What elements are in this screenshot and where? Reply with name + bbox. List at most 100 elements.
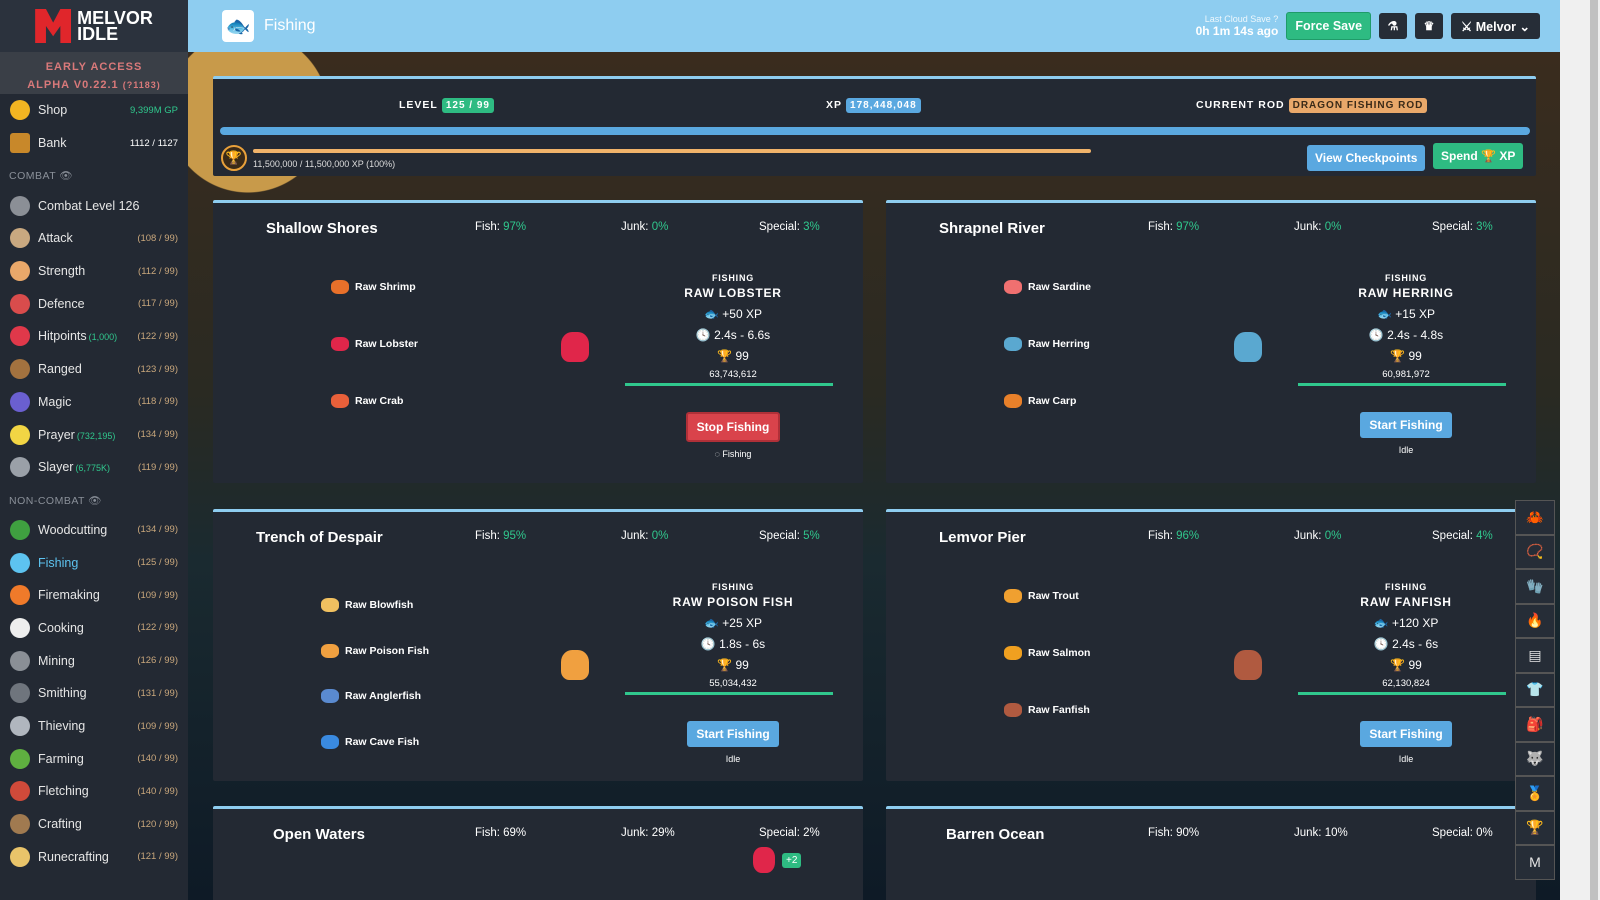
sidebar-item-fletching[interactable]: Fletching (140 / 99) xyxy=(0,775,188,808)
fish-option[interactable]: Raw Salmon xyxy=(1004,646,1090,660)
user-menu-button[interactable]: ⚔ Melvor ⌄ xyxy=(1451,13,1540,39)
fishing-label: FISHING xyxy=(711,582,755,592)
scrollbar-thumb[interactable] xyxy=(1590,0,1598,900)
version-label: ALPHA V0.22.1 xyxy=(27,79,119,91)
fish-option[interactable]: Raw Poison Fish xyxy=(321,643,429,658)
sidebar-item-crafting[interactable]: Crafting (120 / 99) xyxy=(0,808,188,841)
fishing-status: Idle xyxy=(1286,754,1526,764)
view-checkpoints-button[interactable]: View Checkpoints xyxy=(1307,145,1426,171)
trophy-slot-button[interactable]: 🏆 xyxy=(1515,810,1555,845)
amulet-icon: 📿 xyxy=(1526,543,1544,560)
skill-level: (108 / 99) xyxy=(137,232,178,244)
sidebar-item-shop[interactable]: Shop 9,399M GP xyxy=(0,94,188,127)
sidebar-item-strength[interactable]: Strength (112 / 99) xyxy=(0,255,188,288)
noncombat-section-header[interactable]: NON-COMBAT 👁 xyxy=(0,484,188,514)
sidebar-item-defence[interactable]: Defence (117 / 99) xyxy=(0,287,188,320)
level-display: LEVEL 125 / 99 xyxy=(399,98,494,113)
selected-fish-name: RAW POISON FISH xyxy=(672,595,794,609)
fish-option[interactable]: Raw Anglerfish xyxy=(321,689,421,703)
fish-option[interactable]: Raw Carp xyxy=(1004,394,1076,408)
sidebar-item-magic[interactable]: Magic (118 / 99) xyxy=(0,386,188,419)
sidebar-item-combat[interactable]: Combat Level 126 xyxy=(0,189,188,222)
level-progress-bar xyxy=(220,127,1530,135)
area-special-chance: Special: 0% xyxy=(1432,827,1493,839)
armor-slot-button[interactable]: 👕 xyxy=(1515,672,1555,707)
area-junk-chance: Junk: 10% xyxy=(1294,827,1348,839)
gloves-slot-button[interactable]: 🧤 xyxy=(1515,569,1555,604)
logo-text: MELVOR IDLE xyxy=(77,8,153,44)
cape-slot-button[interactable]: 🔥 xyxy=(1515,603,1555,638)
skill-name: Fletching xyxy=(38,784,89,799)
sidebar-item-attack[interactable]: Attack (108 / 99) xyxy=(0,222,188,255)
start-fishing-button[interactable]: Start Fishing xyxy=(1360,412,1452,438)
fish-time: 🕓 2.4s - 4.8s xyxy=(1286,328,1526,342)
sidebar-item-cooking[interactable]: Cooking (122 / 99) xyxy=(0,612,188,645)
help-icon[interactable]: ? xyxy=(1273,14,1279,24)
sidebar-item-slayer[interactable]: Slayer (6,775K) (119 / 99) xyxy=(0,451,188,484)
sidebar-item-ranged[interactable]: Ranged (123 / 99) xyxy=(0,353,188,386)
fish-option[interactable]: Raw Trout xyxy=(1004,589,1079,603)
fish-option[interactable]: Raw Cave Fish xyxy=(321,734,419,749)
force-save-button[interactable]: Force Save xyxy=(1286,12,1372,40)
spend-mastery-xp-button[interactable]: Spend 🏆 XP xyxy=(1433,143,1524,169)
sidebar-item-farming[interactable]: Farming (140 / 99) xyxy=(0,742,188,775)
sidebar-item-woodcutting[interactable]: Woodcutting (134 / 99) xyxy=(0,514,188,547)
sidebar-item-thieving[interactable]: Thieving (109 / 99) xyxy=(0,710,188,743)
fish-option[interactable]: Raw Blowfish xyxy=(321,598,413,612)
sidebar-item-prayer[interactable]: Prayer (732,195) (134 / 99) xyxy=(0,418,188,451)
wolf-slot-button[interactable]: 🐺 xyxy=(1515,741,1555,776)
start-fishing-button[interactable]: Start Fishing xyxy=(1360,721,1452,747)
fishing-area-card: Lemvor Pier Fish: 96% Junk: 0% Special: 4% R… xyxy=(886,509,1536,781)
area-fish-chance: Fish: 90% xyxy=(1148,827,1200,839)
crown-button[interactable]: ♛ xyxy=(1415,13,1444,39)
fish-option[interactable]: Raw Lobster xyxy=(331,337,418,351)
area-junk-chance: Junk: 0% xyxy=(1294,530,1342,542)
mastery-progress-bar xyxy=(625,692,833,695)
clock-icon: 🕓 xyxy=(695,328,715,342)
fish-option[interactable]: Raw Shrimp xyxy=(331,280,416,294)
skill-label: Mining xyxy=(38,654,137,668)
trophy-icon: 🏆 xyxy=(1390,658,1409,672)
fishing-label: FISHING xyxy=(711,273,755,283)
chest-slot-button[interactable]: ▤ xyxy=(1515,638,1555,673)
fish-option[interactable]: Raw Fanfish xyxy=(1004,703,1090,717)
melvor-slot-button[interactable]: M xyxy=(1515,845,1555,880)
trophy-icon: 🏆 xyxy=(221,145,247,171)
skill-label: Ranged xyxy=(38,362,137,376)
sidebar-item-mining[interactable]: Mining (126 / 99) xyxy=(0,644,188,677)
fish-xp: 🐟 +25 XP xyxy=(613,616,853,630)
scrollbar[interactable] xyxy=(1560,0,1600,900)
fish-icon xyxy=(321,689,339,703)
sidebar-item-fishing[interactable]: Fishing (125 / 99) xyxy=(0,546,188,579)
crab-slot-button[interactable]: 🦀 xyxy=(1515,500,1555,535)
logo[interactable]: MELVOR IDLE xyxy=(0,0,188,52)
start-fishing-button[interactable]: Start Fishing xyxy=(687,721,779,747)
fish-option[interactable]: Raw Crab xyxy=(331,394,403,408)
sidebar-item-bank[interactable]: Bank 1112 / 1127 xyxy=(0,127,188,160)
backpack-slot-button[interactable]: 🎒 xyxy=(1515,707,1555,742)
skill-label: Fishing xyxy=(38,556,137,570)
fish-xp: 🐟 +15 XP xyxy=(1286,307,1526,321)
fish-option[interactable]: Raw Sardine xyxy=(1004,280,1091,294)
medal-icon: 🏅 xyxy=(1526,784,1544,801)
special-item: +2 xyxy=(753,847,802,873)
sidebar-item-hitpoints[interactable]: Hitpoints (1,000) (122 / 99) xyxy=(0,320,188,353)
skill-level: (134 / 99) xyxy=(137,429,178,441)
fish-option[interactable]: Raw Herring xyxy=(1004,337,1090,351)
eye-icon[interactable]: 👁 xyxy=(59,170,74,183)
skill-level: (134 / 99) xyxy=(137,524,178,536)
combat-section-header[interactable]: COMBAT 👁 xyxy=(0,159,188,189)
sidebar-item-firemaking[interactable]: Firemaking (109 / 99) xyxy=(0,579,188,612)
stop-fishing-button[interactable]: Stop Fishing xyxy=(685,412,781,442)
skill-level: (125 / 99) xyxy=(137,557,178,569)
medal-slot-button[interactable]: 🏅 xyxy=(1515,776,1555,811)
sidebar-item-smithing[interactable]: Smithing (131 / 99) xyxy=(0,677,188,710)
eye-icon[interactable]: 👁 xyxy=(88,494,103,507)
sidebar-item-runecrafting[interactable]: Runecrafting (121 / 99) xyxy=(0,840,188,873)
area-name: Barren Ocean xyxy=(946,826,1045,843)
skill-name: Runecrafting xyxy=(38,849,109,864)
potion-button[interactable]: ⚗ xyxy=(1379,13,1408,39)
area-junk-chance: Junk: 0% xyxy=(1294,221,1342,233)
clock-icon: 🕓 xyxy=(700,637,720,651)
amulet-slot-button[interactable]: 📿 xyxy=(1515,534,1555,569)
